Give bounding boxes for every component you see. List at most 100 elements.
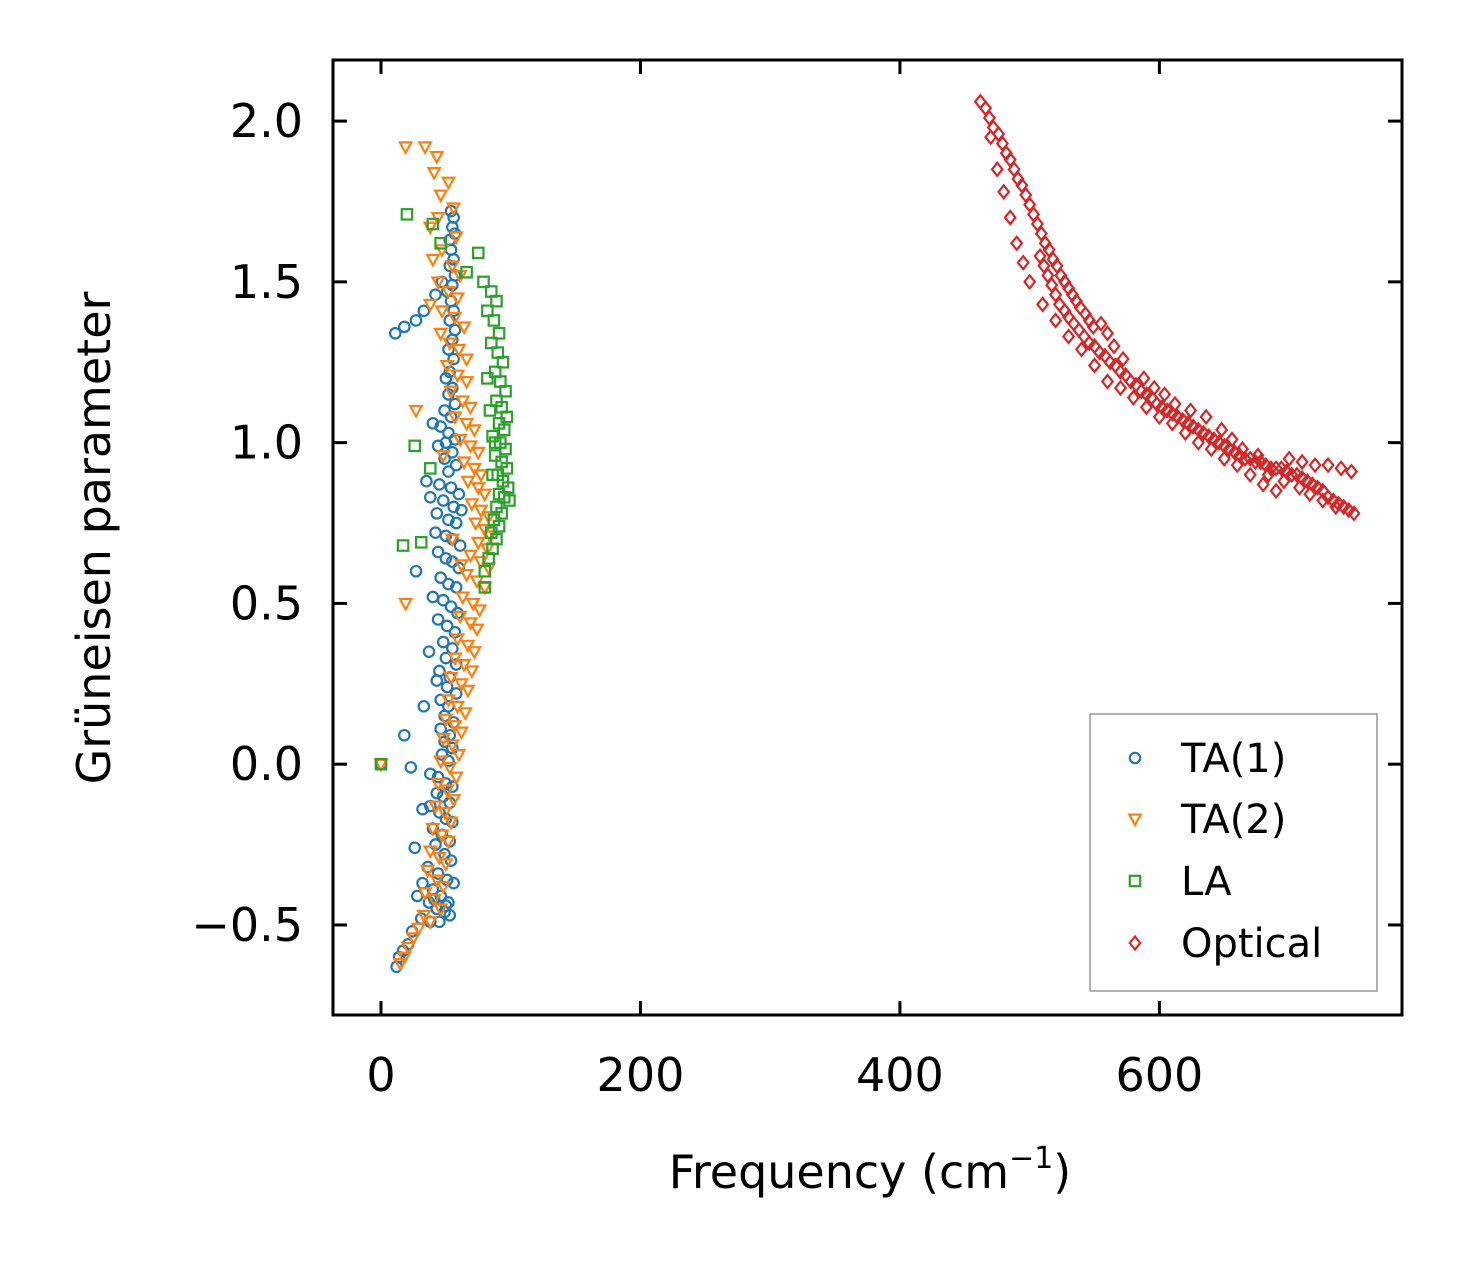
x-tick-label: 400 [856, 1048, 944, 1102]
data-point-la [486, 429, 499, 443]
series-ta-2 [373, 141, 498, 972]
data-point-ta-2 [447, 311, 463, 326]
data-point-ta-1 [430, 507, 444, 520]
data-markers [373, 93, 1361, 974]
data-point-optical [1261, 466, 1275, 484]
data-point-ta-2 [400, 941, 416, 956]
data-point-ta-1 [431, 770, 445, 784]
data-point-ta-2 [440, 285, 457, 300]
data-point-la [400, 208, 414, 221]
data-point-ta-1 [408, 841, 422, 855]
data-point-optical [1347, 505, 1361, 522]
data-point-ta-2 [434, 829, 450, 844]
data-point-ta-1 [423, 767, 437, 781]
data-point-la [396, 539, 410, 552]
data-point-ta-2 [456, 456, 472, 471]
data-point-ta-2 [459, 376, 475, 390]
data-point-optical [1316, 492, 1330, 509]
data-point-ta-2 [439, 784, 455, 799]
data-point-la [496, 355, 510, 369]
data-point-la [484, 336, 498, 350]
data-point-optical [1329, 498, 1343, 516]
data-point-la [434, 236, 447, 250]
data-point-ta-2 [435, 449, 451, 464]
data-point-ta-2 [459, 417, 475, 432]
data-point-la [488, 449, 502, 462]
data-point-ta-2 [438, 713, 454, 728]
legend-item-la: LA [1128, 859, 1232, 905]
data-point-optical [1292, 479, 1307, 496]
data-point-ta-1 [398, 320, 411, 334]
data-point-ta-1 [447, 500, 460, 514]
data-point-ta-1 [444, 600, 458, 613]
data-point-ta-1 [434, 420, 447, 433]
data-point-optical [1147, 379, 1161, 397]
data-point-optical [1016, 254, 1030, 271]
data-point-la [374, 757, 388, 771]
data-point-la [478, 581, 492, 594]
data-point-ta-2 [429, 150, 445, 165]
data-point-optical [1321, 456, 1335, 474]
data-point-ta-1 [388, 327, 402, 340]
data-point-optical [1178, 424, 1192, 442]
data-point-ta-2 [451, 343, 467, 358]
data-point-ta-2 [427, 800, 444, 815]
data-point-optical [1308, 456, 1322, 474]
data-point-ta-2 [444, 739, 460, 754]
data-point-ta-2 [449, 292, 466, 307]
data-point-ta-2 [411, 922, 427, 937]
data-point-ta-2 [449, 369, 466, 384]
data-point-ta-1 [439, 812, 453, 826]
data-point-optical [1107, 337, 1121, 355]
data-point-ta-1 [442, 577, 455, 591]
data-point-ta-2 [443, 671, 459, 686]
data-point-optical [1191, 434, 1205, 451]
data-point-optical [1269, 482, 1283, 500]
data-point-optical [1230, 456, 1244, 474]
data-point-ta-2 [464, 665, 480, 680]
data-point-optical [1165, 415, 1179, 432]
data-point-ta-2 [460, 639, 476, 654]
data-point-ta-1 [439, 372, 453, 385]
data-point-optical [997, 183, 1011, 201]
data-point-ta-2 [452, 269, 468, 284]
data-point-optical [1204, 440, 1218, 458]
data-point-ta-2 [448, 231, 464, 246]
data-point-ta-1 [442, 343, 455, 356]
data-point-ta-2 [466, 646, 482, 660]
data-point-ta-2 [453, 559, 470, 574]
data-point-la [486, 468, 499, 482]
data-point-la [492, 519, 506, 533]
data-point-ta-1 [444, 481, 458, 494]
data-point-ta-2 [472, 604, 488, 619]
data-point-ta-2 [430, 276, 446, 291]
data-point-optical [1277, 472, 1291, 490]
legend-marker-ta-2 [1127, 813, 1143, 828]
data-point-optical [1003, 209, 1017, 226]
data-point-ta-2 [477, 523, 493, 538]
data-point-optical [1235, 440, 1250, 458]
data-point-ta-2 [425, 253, 441, 268]
data-point-optical [1116, 350, 1130, 368]
data-point-optical [1168, 395, 1182, 413]
data-point-ta-2 [452, 433, 468, 448]
x-tick-label: 600 [1115, 1048, 1203, 1102]
data-point-la [472, 246, 485, 260]
data-point-ta-2 [426, 167, 442, 181]
data-point-ta-1 [431, 867, 445, 880]
data-point-ta-2 [459, 568, 475, 583]
data-point-ta-2 [466, 424, 482, 439]
data-point-ta-2 [462, 401, 479, 416]
data-point-ta-2 [426, 893, 442, 908]
data-point-ta-2 [438, 858, 454, 873]
data-point-ta-2 [422, 298, 438, 313]
data-point-ta-2 [455, 395, 471, 410]
data-point-ta-2 [460, 684, 476, 699]
data-point-ta-2 [457, 707, 473, 722]
data-point-ta-1 [446, 780, 459, 794]
data-point-ta-2 [469, 623, 485, 638]
data-point-optical [1215, 421, 1229, 439]
data-point-optical [1199, 408, 1213, 426]
data-point-la [426, 217, 440, 231]
data-point-ta-2 [444, 260, 460, 275]
